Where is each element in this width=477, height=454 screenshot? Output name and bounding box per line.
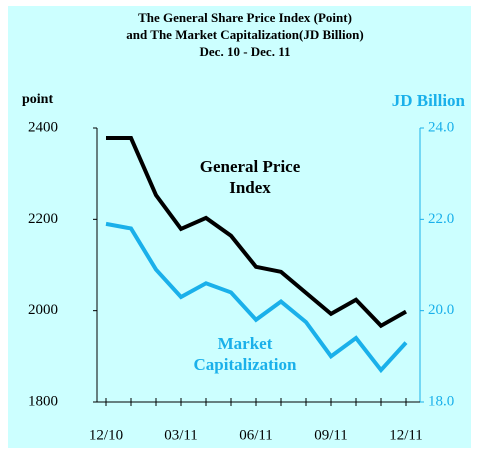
series-line (106, 136, 407, 329)
series-label: Market (218, 334, 273, 353)
chart-title: and The Market Capitalization(JD Billion… (126, 27, 363, 42)
x-tick-label: 06/11 (239, 427, 273, 443)
x-tick-label: 12/10 (89, 427, 123, 443)
y2-tick-label: 22.0 (428, 211, 454, 227)
y-tick-label: 2000 (28, 302, 58, 318)
y2-tick-label: 24.0 (428, 119, 454, 135)
series-label: General Price (200, 157, 301, 176)
y-axis-label: point (22, 92, 53, 107)
x-tick-label: 03/11 (164, 427, 198, 443)
series-line (105, 221, 408, 374)
x-tick-label: 12/11 (389, 427, 423, 443)
background (8, 6, 471, 448)
y2-axis-label: JD Billion (392, 91, 466, 110)
chart-title: Dec. 10 - Dec. 11 (200, 44, 291, 59)
x-tick-label: 09/11 (314, 427, 348, 443)
y2-tick-label: 18.0 (428, 393, 454, 409)
y-tick-label: 2400 (28, 119, 58, 135)
y2-tick-label: 20.0 (428, 302, 454, 318)
series-label: Index (229, 178, 271, 197)
chart-title: The General Share Price Index (Point) (138, 10, 352, 25)
y-tick-label: 2200 (28, 211, 58, 227)
y-tick-label: 1800 (28, 393, 58, 409)
series-label: Capitalization (194, 355, 297, 374)
